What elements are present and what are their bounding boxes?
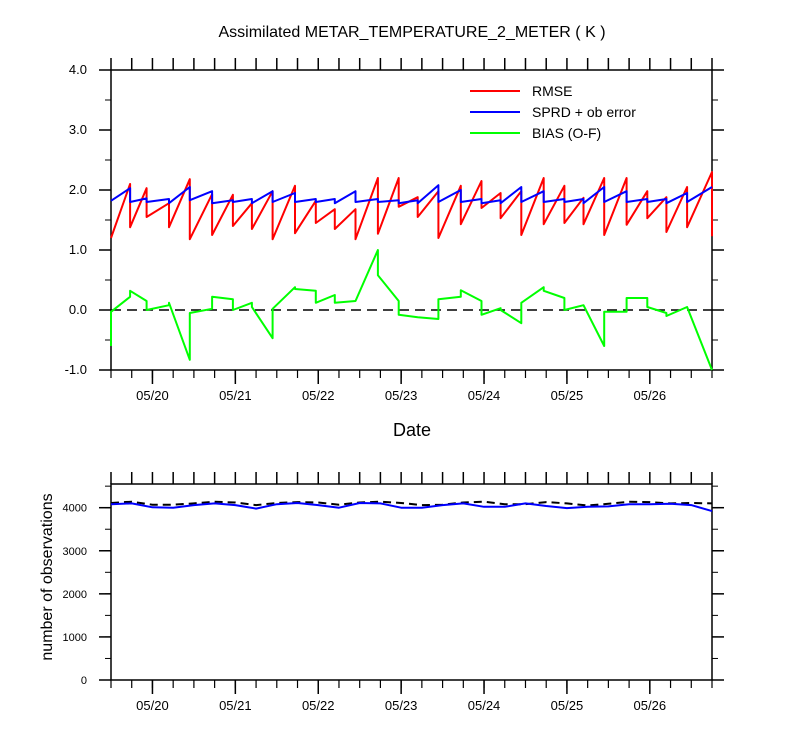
legend-label-bias-o-f: BIAS (O-F) [532,125,601,141]
series-line-bias-o-f [110,249,713,371]
series-line-rmse [110,171,713,241]
x-tick-label: 05/21 [219,698,252,713]
bottom-plot-area: 05/20 05/21 05/22 05/23 05/24 05/25 05/26 0 1000… [63,472,724,713]
y-axis-label-observations: number of observations [39,493,56,660]
series-line-used [110,502,713,513]
x-tick-label: 05/20 [136,388,169,403]
x-tick-label: 05/25 [551,388,584,403]
legend-label-sprd-ob-error: SPRD + ob error [532,104,636,120]
y-tick-label: 3000 [63,546,87,558]
x-tick-label: 05/25 [551,698,584,713]
y-tick-label: 1.0 [69,242,87,257]
x-axis-label: Date [393,420,431,440]
x-tick-label: 05/24 [468,698,501,713]
x-tick-label: 05/21 [219,388,252,403]
y-tick-label: 0.0 [69,302,87,317]
legend: RMSE SPRD + ob error BIAS (O-F) [470,83,636,141]
plot-frame [110,483,713,681]
x-tick-label: 05/22 [302,388,335,403]
legend-label-rmse: RMSE [532,83,572,99]
x-tick-label: 05/22 [302,698,335,713]
y-tick-label: 0 [81,675,87,687]
x-tick-label: 05/26 [634,698,667,713]
y-tick-label: 4000 [63,503,87,515]
y-tick-label: 3.0 [69,122,87,137]
series-line-possible [110,500,713,507]
y-tick-label: 1000 [63,632,87,644]
y-tick-label: 2000 [63,589,87,601]
x-tick-label: 05/23 [385,698,418,713]
x-tick-label: 05/24 [468,388,501,403]
chart-title: Assimilated METAR_TEMPERATURE_2_METER ( … [218,24,605,41]
y-tick-label: 2.0 [69,182,87,197]
x-tick-label: 05/20 [136,698,169,713]
y-tick-label: -1.0 [65,362,87,377]
series-line-sprd-ob-error [110,184,713,205]
y-tick-label: 4.0 [69,62,87,77]
x-tick-label: 05/23 [385,388,418,403]
x-tick-label: 05/26 [634,388,667,403]
top-plot-area: 05/20 05/21 05/22 05/23 05/24 05/25 05/26 4.0 3.… [65,58,724,403]
